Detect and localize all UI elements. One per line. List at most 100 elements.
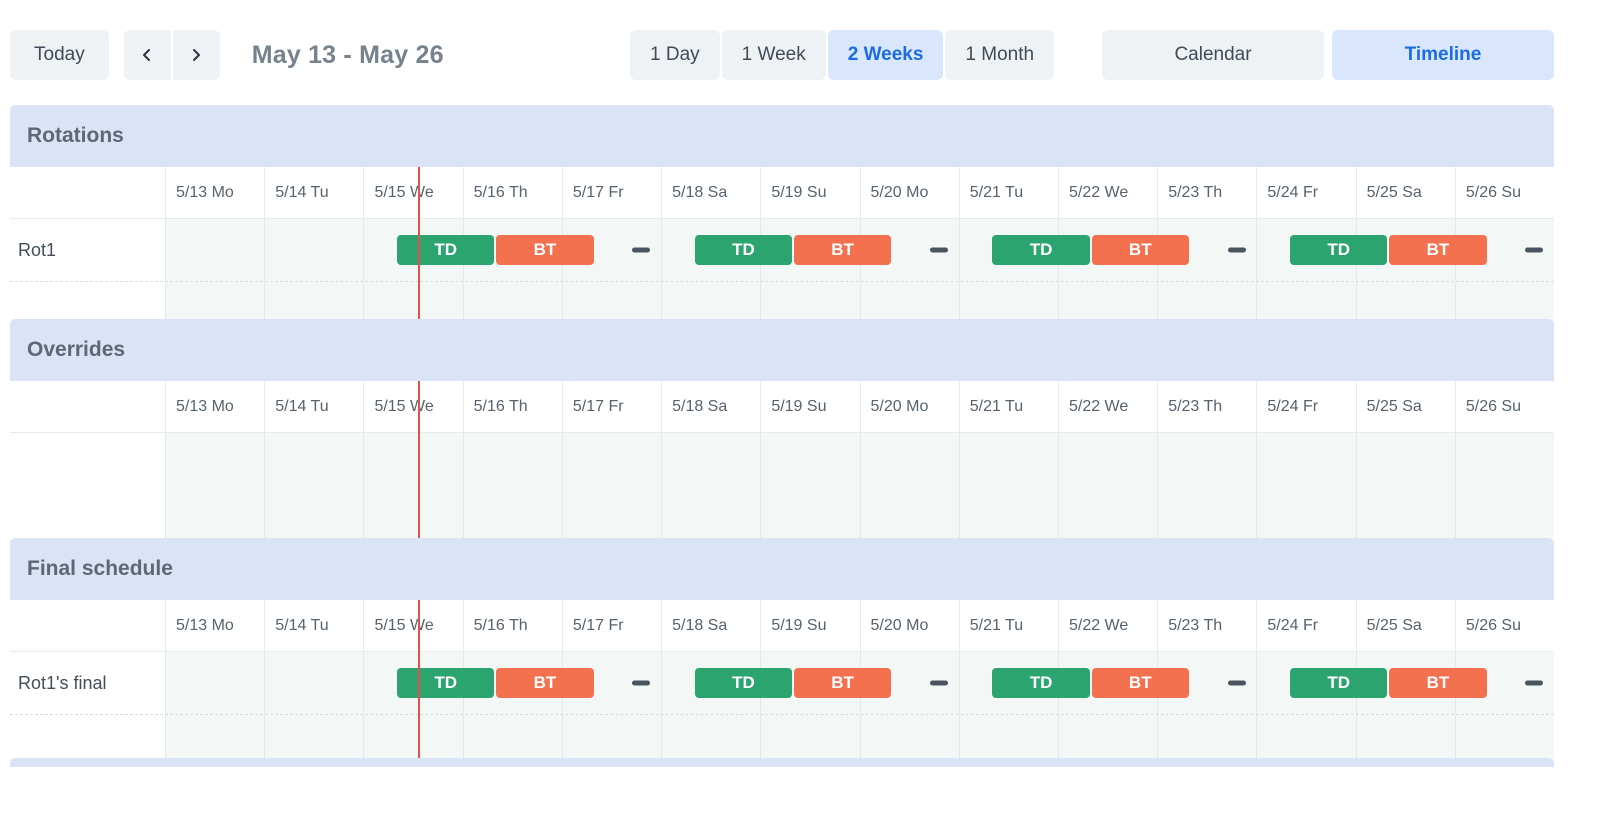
shift-block-bt[interactable]: BT — [794, 668, 892, 698]
day-header-area: 5/13 Mo 5/14 Tu 5/15 We 5/16 Th 5/17 Fr 5/18 … — [165, 167, 1555, 218]
day-header-cell: 5/16 Th — [462, 167, 562, 218]
day-cell — [1454, 715, 1555, 758]
view-1-month-button[interactable]: 1 Month — [945, 30, 1055, 80]
day-cell — [462, 433, 562, 538]
shift-block-td[interactable]: TD — [992, 235, 1090, 265]
day-cell — [1057, 282, 1158, 319]
day-header-cell: 5/21 Tu — [958, 167, 1058, 218]
current-time-line — [417, 381, 420, 538]
row-day-area — [165, 433, 1555, 538]
day-header-cell: 5/20 Mo — [859, 381, 959, 432]
day-header-cell: 5/26 Su — [1454, 381, 1555, 432]
prev-button[interactable] — [123, 30, 171, 80]
row-label — [10, 715, 165, 758]
day-header-cell: 5/15 We — [363, 600, 463, 651]
day-cell — [1157, 715, 1257, 758]
gap-indicator — [1227, 680, 1246, 686]
day-header-cell: 5/25 Sa — [1355, 381, 1455, 432]
gap-indicator — [929, 680, 948, 686]
day-cell — [958, 433, 1058, 538]
day-cell — [1454, 433, 1555, 538]
day-cell — [958, 282, 1058, 319]
day-header-cell: 5/13 Mo — [165, 167, 265, 218]
day-cell — [363, 282, 463, 319]
day-header-cell: 5/13 Mo — [165, 600, 265, 651]
day-cell — [264, 282, 364, 319]
date-range-title: May 13 - May 26 — [251, 40, 444, 69]
today-button[interactable]: Today — [10, 30, 109, 80]
day-cell — [1057, 715, 1158, 758]
day-cell — [1355, 715, 1455, 758]
day-cell — [264, 652, 364, 714]
row-day-area: TD BT TD BT TD BT TD BT — [165, 652, 1555, 714]
day-header-cell: 5/18 Sa — [661, 381, 761, 432]
shift-block-bt[interactable]: BT — [496, 668, 594, 698]
day-header-cell: 5/14 Tu — [264, 167, 364, 218]
day-cell — [661, 433, 761, 538]
timeline: Rotations 5/13 Mo 5/14 Tu 5/15 We 5/16 Th 5/1… — [10, 105, 1555, 758]
day-header-area: 5/13 Mo 5/14 Tu 5/15 We 5/16 Th 5/17 Fr 5/18 … — [165, 381, 1555, 432]
row-label-spacer — [10, 381, 165, 432]
shift-block-bt[interactable]: BT — [496, 235, 594, 265]
events-layer: TD BT TD BT TD BT TD BT — [165, 219, 1554, 281]
shift-block-bt[interactable]: BT — [794, 235, 892, 265]
day-header-cell: 5/17 Fr — [561, 600, 662, 651]
shift-block-td[interactable]: TD — [1290, 235, 1388, 265]
view-switcher: 1 Day 1 Week 2 Weeks 1 Month — [630, 30, 1055, 80]
day-header-cell: 5/22 We — [1057, 381, 1158, 432]
day-header-cell: 5/25 Sa — [1355, 600, 1455, 651]
shift-block-td[interactable]: TD — [1290, 668, 1388, 698]
day-header-cell: 5/17 Fr — [561, 381, 662, 432]
day-cell — [1157, 433, 1257, 538]
day-cell — [165, 219, 265, 281]
day-cell — [1256, 433, 1356, 538]
day-header-cell: 5/23 Th — [1157, 167, 1257, 218]
day-header-cell: 5/19 Su — [760, 381, 860, 432]
day-cell — [561, 433, 662, 538]
day-header-cell: 5/25 Sa — [1355, 167, 1455, 218]
section-title: Final schedule — [27, 557, 173, 580]
events-layer — [165, 715, 1554, 758]
events-layer — [165, 282, 1554, 319]
shift-block-bt[interactable]: BT — [1091, 235, 1189, 265]
chevron-right-icon — [193, 49, 201, 61]
shift-block-td[interactable]: TD — [397, 235, 495, 265]
day-cell — [859, 282, 959, 319]
shift-block-td[interactable]: TD — [694, 668, 792, 698]
row-label: Rot1 — [10, 219, 165, 281]
day-cell — [661, 715, 761, 758]
day-cell — [1454, 282, 1555, 319]
day-cell — [1355, 282, 1455, 319]
mode-timeline-button[interactable]: Timeline — [1332, 30, 1554, 80]
shift-block-td[interactable]: TD — [397, 668, 495, 698]
date-nav — [123, 30, 220, 80]
day-cell — [264, 219, 364, 281]
section-grid: 5/13 Mo 5/14 Tu 5/15 We 5/16 Th 5/17 Fr 5/18 … — [10, 381, 1555, 538]
mode-calendar-button[interactable]: Calendar — [1102, 30, 1324, 80]
shift-block-bt[interactable]: BT — [1389, 668, 1487, 698]
section-header-rotations: Rotations — [10, 105, 1554, 167]
shift-block-bt[interactable]: BT — [1389, 235, 1487, 265]
chevron-left-icon — [143, 49, 151, 61]
shift-block-td[interactable]: TD — [992, 668, 1090, 698]
view-1-day-button[interactable]: 1 Day — [630, 30, 720, 80]
day-header-cell: 5/15 We — [363, 381, 463, 432]
section-title: Overrides — [27, 338, 126, 361]
gap-indicator — [929, 247, 948, 253]
day-header-cell: 5/19 Su — [760, 600, 860, 651]
next-button[interactable] — [172, 30, 220, 80]
shift-block-td[interactable]: TD — [694, 235, 792, 265]
shift-block-bt[interactable]: BT — [1091, 668, 1189, 698]
day-header-cell: 5/21 Tu — [958, 381, 1058, 432]
gap-indicator — [1525, 680, 1544, 686]
day-cell — [661, 282, 761, 319]
day-cell — [363, 715, 463, 758]
day-header-cell: 5/26 Su — [1454, 600, 1555, 651]
day-cell — [859, 433, 959, 538]
view-2-weeks-button[interactable]: 2 Weeks — [827, 30, 944, 80]
view-1-week-button[interactable]: 1 Week — [721, 30, 826, 80]
partial-next-section-bar — [10, 758, 1554, 767]
empty-row — [10, 433, 1555, 538]
day-header-cell: 5/17 Fr — [561, 167, 662, 218]
day-cell — [363, 433, 463, 538]
